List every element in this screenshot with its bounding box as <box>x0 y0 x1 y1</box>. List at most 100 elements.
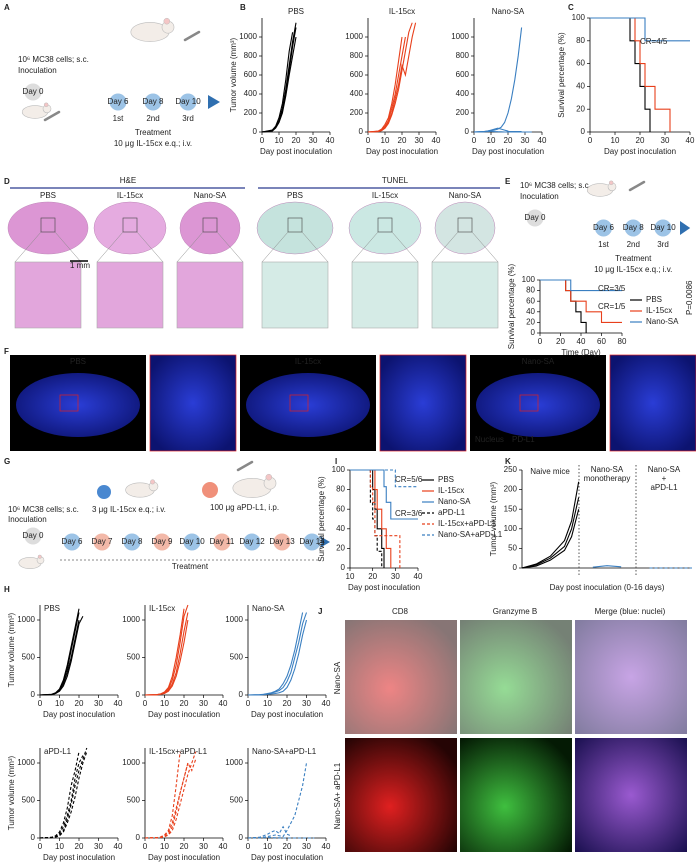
syringe-icon <box>236 460 254 472</box>
y-tick-label: 0 <box>136 690 141 699</box>
y-tick-label: 500 <box>22 653 36 662</box>
series-line <box>144 762 189 839</box>
x-axis-label: Day post inoculation <box>260 147 332 156</box>
y-tick-label: 20 <box>526 318 535 327</box>
tissue-section <box>7 201 89 255</box>
zoom-box <box>40 217 56 233</box>
y-tick-label: 500 <box>230 796 244 805</box>
day-marker <box>594 218 613 238</box>
x-tick-label: 10 <box>346 572 355 581</box>
zoom-image <box>176 261 244 329</box>
timeline-arrowhead <box>318 535 330 549</box>
zoom-line <box>14 231 82 263</box>
series-line <box>592 565 622 568</box>
x-tick-label: 20 <box>75 842 84 851</box>
day-marker <box>212 532 232 552</box>
mouse-icon <box>43 102 49 108</box>
series-line <box>247 762 308 839</box>
series-line <box>247 836 315 839</box>
row-label: Nano-SA+ aPD-L1 <box>333 762 342 829</box>
series-line <box>350 469 401 568</box>
syringe-icon <box>183 30 201 42</box>
x-tick-label: 30 <box>94 842 103 851</box>
x-tick-label: 60 <box>597 337 606 346</box>
chart-title: Nano-SA+aPD-L1 <box>252 747 317 756</box>
x-tick-label: 10 <box>487 136 496 145</box>
scheme-text: 10⁶ MC38 cells; s.c. <box>8 505 79 514</box>
x-tick-label: 20 <box>180 699 189 708</box>
x-tick-label: 20 <box>504 136 513 145</box>
day-label: Day 10 <box>175 97 201 106</box>
x-tick-label: 40 <box>414 572 423 581</box>
scheme-text: 3 μg IL-15cx e.q.; i.v. <box>92 505 166 514</box>
legend-label: Nano-SA+aPD-L1 <box>438 530 503 539</box>
y-tick-label: 400 <box>456 89 470 98</box>
series-line <box>590 17 651 132</box>
y-tick-label: 500 <box>127 796 141 805</box>
dose-label: 2nd <box>627 240 640 249</box>
y-tick-label: 1000 <box>345 32 363 41</box>
y-tick-label: 1000 <box>451 32 469 41</box>
x-tick-label: 20 <box>556 337 565 346</box>
chart-title: IL-15cx <box>389 7 415 16</box>
day-marker <box>122 532 142 552</box>
zoom-box <box>287 217 303 233</box>
group-label: Nano-SA <box>522 357 555 366</box>
day-marker <box>62 532 82 552</box>
group-label: IL-15cx <box>117 191 143 200</box>
x-tick-label: 20 <box>368 572 377 581</box>
scheme-text: 10 μg IL-15cx e.q.; i.v. <box>114 139 192 148</box>
drug-icon <box>202 482 218 498</box>
annotation: CR=5/6 <box>395 475 423 484</box>
zoom-box <box>59 394 79 412</box>
y-tick-label: 600 <box>350 70 364 79</box>
x-tick-label: 30 <box>94 699 103 708</box>
day-marker <box>178 92 198 112</box>
annotation: + <box>662 474 667 483</box>
x-tick-label: 30 <box>302 842 311 851</box>
y-tick-label: 500 <box>230 653 244 662</box>
group-label: Nano-SA <box>194 191 227 200</box>
column-label: Granzyme B <box>493 607 537 616</box>
group-label: PBS <box>287 191 303 200</box>
y-tick-label: 100 <box>504 524 518 533</box>
y-tick-label: 100 <box>332 465 346 474</box>
legend-label: PBS <box>646 295 662 304</box>
if-image <box>460 620 572 734</box>
x-tick-label: 40 <box>114 842 123 851</box>
y-tick-label: 200 <box>244 108 258 117</box>
day-label: Day 7 <box>92 537 113 546</box>
zoom-image <box>261 261 329 329</box>
series-line <box>39 619 80 696</box>
annotation: P=0.0086 <box>685 280 694 315</box>
x-tick-label: 0 <box>588 136 593 145</box>
series-line <box>367 22 417 133</box>
series-line <box>590 17 690 42</box>
mouse-icon <box>37 554 42 559</box>
series-line <box>350 469 385 568</box>
tissue-section <box>256 201 334 255</box>
x-tick-label: 40 <box>326 136 335 145</box>
x-axis-label: Day post inoculation (0-16 days) <box>550 583 665 592</box>
annotation: Naive mice <box>530 467 570 476</box>
zoom-line <box>176 231 244 263</box>
chart-title: PBS <box>288 7 304 16</box>
y-tick-label: 0 <box>239 833 244 842</box>
series-line <box>540 279 587 333</box>
x-tick-label: 0 <box>260 136 265 145</box>
x-tick-label: 20 <box>398 136 407 145</box>
series-line <box>39 747 88 839</box>
zoom-image <box>609 354 696 452</box>
y-tick-label: 20 <box>576 104 585 113</box>
legend-label: aPD-L1 <box>438 508 466 517</box>
zoom-box <box>457 217 473 233</box>
chart-title: Nano-SA <box>492 7 525 16</box>
group-label: PBS <box>70 357 86 366</box>
x-tick-label: 20 <box>283 699 292 708</box>
panel-label: J <box>318 607 322 616</box>
x-tick-label: 0 <box>38 699 43 708</box>
row-label: Nano-SA <box>333 661 342 694</box>
legend-label: PBS <box>438 475 454 484</box>
y-tick-label: 0 <box>513 563 518 572</box>
panel-label: A <box>4 3 10 12</box>
